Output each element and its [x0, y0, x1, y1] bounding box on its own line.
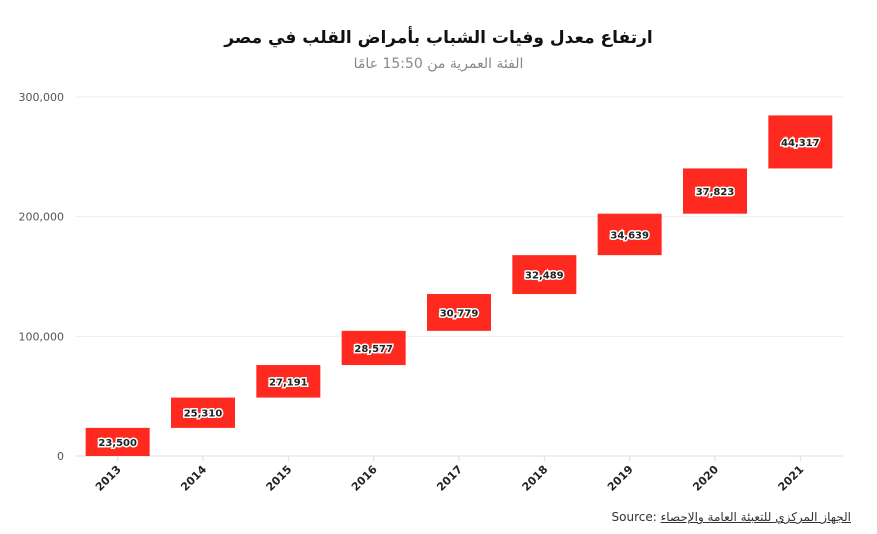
bar [683, 168, 747, 214]
data-label: 23,500 [98, 438, 137, 449]
source-label: Source: [611, 510, 657, 524]
y-tick-label: 200,000 [19, 211, 65, 224]
x-tick-label: 2016 [349, 463, 380, 494]
source-note: Source: الجهاز المركزي للتعبئة العامة وا… [612, 510, 851, 524]
x-tick-label: 2019 [605, 463, 636, 494]
data-label: 28,577 [354, 344, 393, 355]
bar [512, 255, 577, 295]
bar [341, 330, 406, 366]
y-tick-label: 0 [57, 450, 64, 463]
data-label: 34,639 [610, 230, 649, 241]
x-tick-label: 2013 [93, 463, 124, 494]
bar [427, 294, 491, 331]
data-label: 27,191 [269, 377, 308, 388]
x-tick-label: 2018 [520, 463, 551, 494]
x-tick-label: 2021 [776, 463, 807, 494]
bar [171, 397, 235, 428]
data-label: 37,823 [696, 187, 735, 198]
bar [597, 213, 662, 256]
data-label: 25,310 [184, 409, 223, 420]
x-tick-label: 2017 [434, 463, 465, 494]
x-tick-label: 2020 [690, 463, 721, 494]
source-link[interactable]: الجهاز المركزي للتعبئة العامة والإحصاء [660, 510, 851, 524]
chart-title: ارتفاع معدل وفيات الشباب بأمراض القلب في… [224, 28, 653, 48]
bar [768, 115, 833, 169]
data-label: 44,317 [781, 138, 820, 149]
bar [85, 427, 150, 456]
data-label: 30,779 [440, 308, 479, 319]
y-tick-label: 300,000 [19, 91, 65, 104]
x-tick-label: 2014 [178, 463, 209, 494]
y-tick-label: 100,000 [19, 330, 65, 343]
x-tick-label: 2015 [264, 463, 295, 494]
data-label: 32,489 [525, 271, 564, 282]
chart-subtitle: الفئة العمرية من 15:50 عامًا [353, 56, 524, 72]
bar [256, 365, 321, 398]
